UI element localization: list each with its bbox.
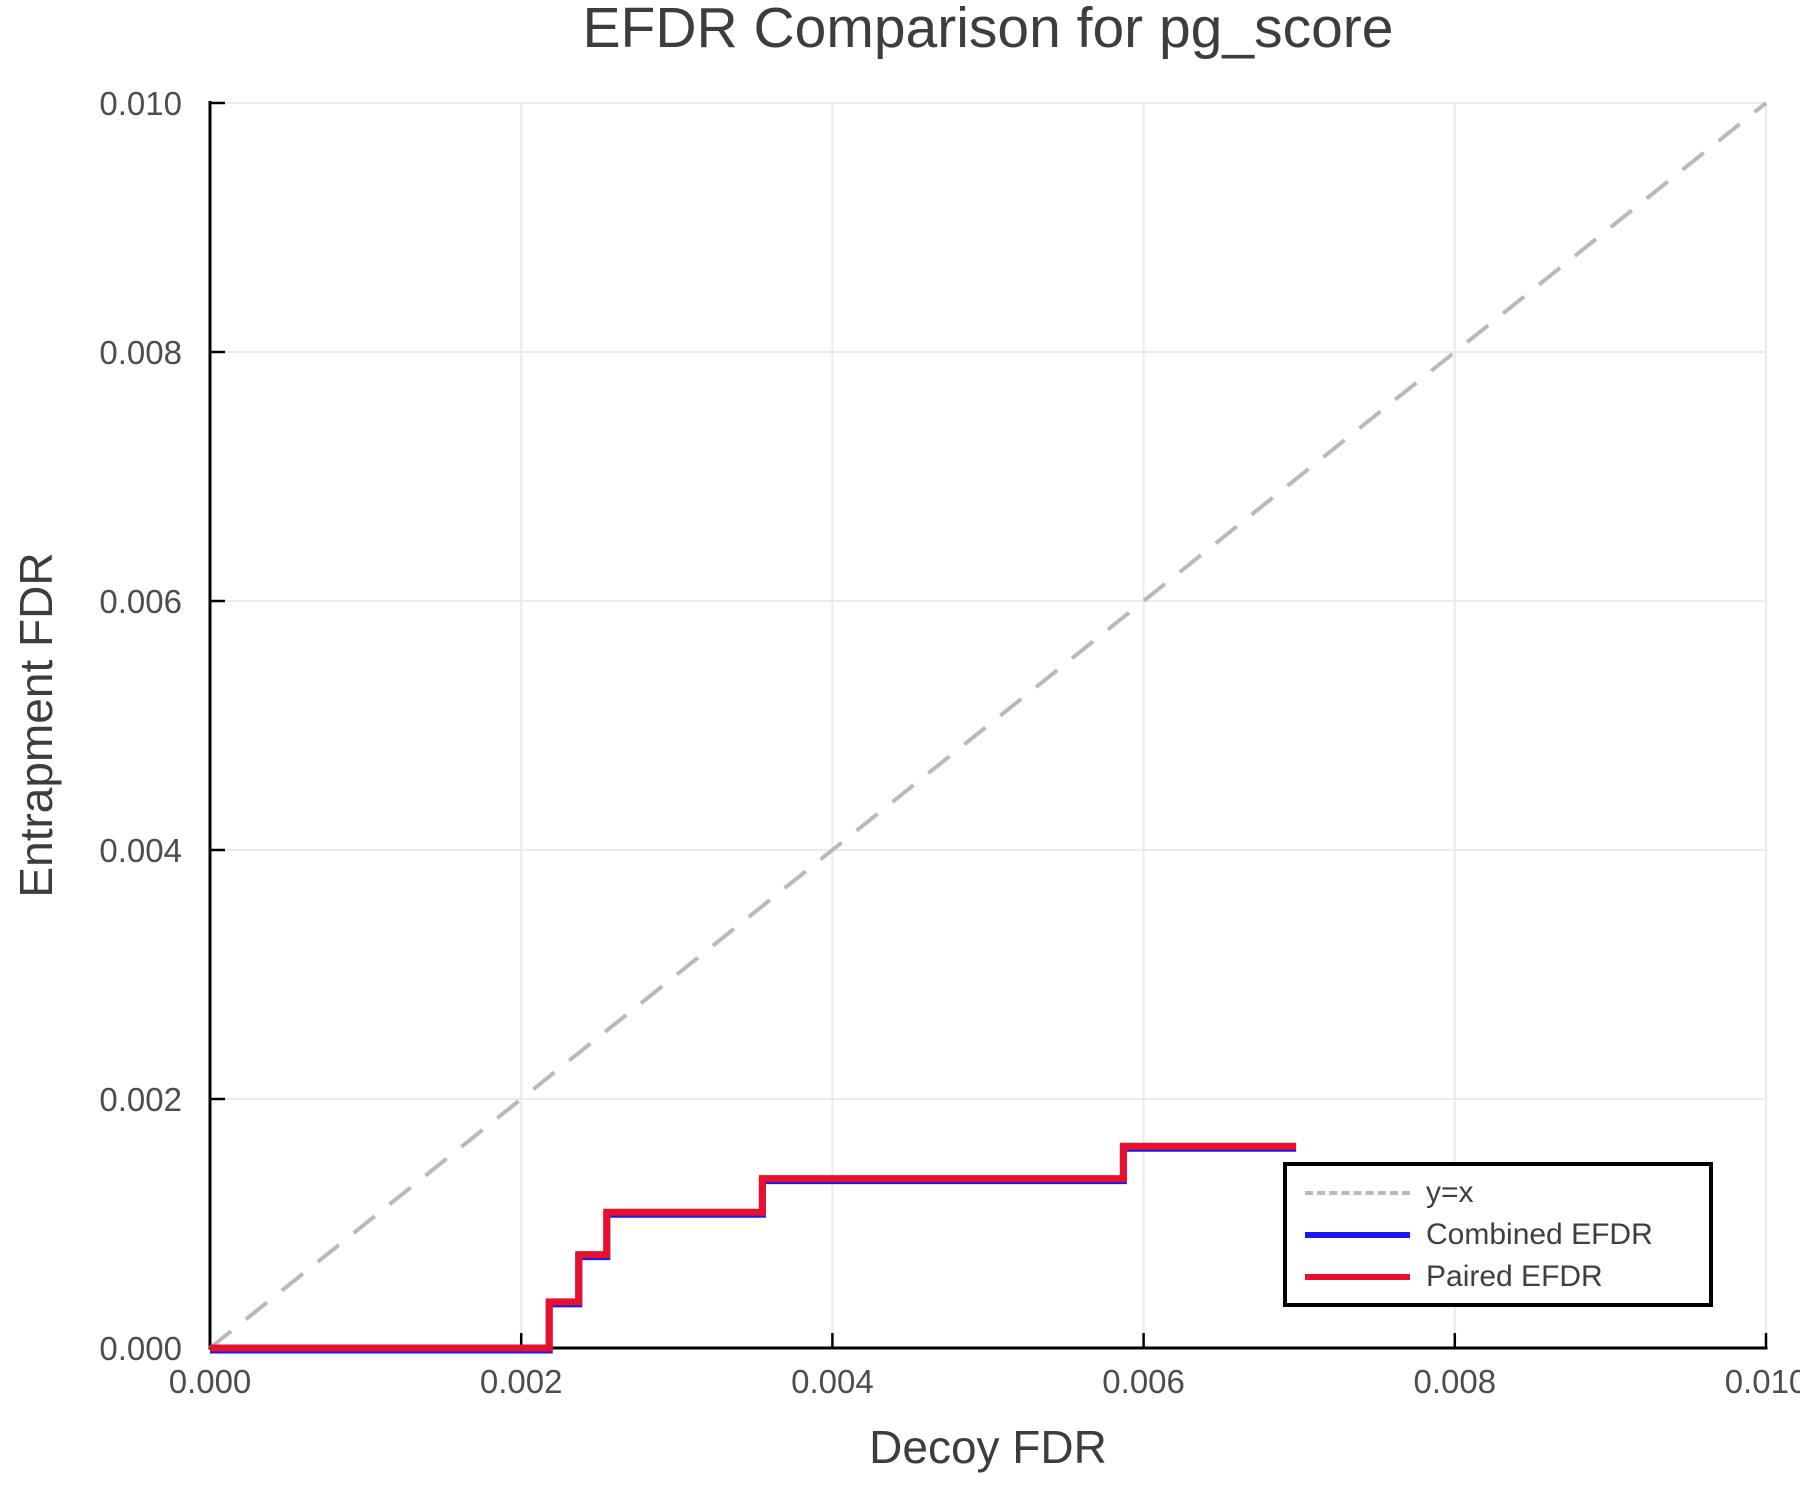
legend-label-yx: y=x: [1426, 1175, 1474, 1209]
y-tick-label: 0.002: [99, 1081, 182, 1118]
legend-item-yx: y=x: [1305, 1174, 1709, 1211]
x-tick-label: 0.010: [1725, 1363, 1800, 1400]
legend-item-paired-efdr: Paired EFDR: [1305, 1258, 1709, 1295]
y-tick-label: 0.006: [99, 583, 182, 620]
y-axis-label: Entrapment FDR: [10, 552, 62, 898]
x-tick-label: 0.006: [1102, 1363, 1185, 1400]
x-tick-label: 0.002: [480, 1363, 563, 1400]
paired-efdr-line: [210, 1142, 1297, 1352]
yx-line-sample: [1305, 1190, 1410, 1195]
combined-efdr-line: [210, 1144, 1297, 1354]
x-axis-label: Decoy FDR: [869, 1421, 1107, 1473]
x-tick-label: 0.000: [169, 1363, 252, 1400]
paired-efdr-line-sample: [1305, 1273, 1410, 1280]
x-tick-label: 0.004: [791, 1363, 874, 1400]
y-tick-label: 0.004: [99, 832, 182, 869]
legend-label-paired-efdr: Paired EFDR: [1426, 1259, 1603, 1293]
combined-efdr-line-sample: [1305, 1231, 1410, 1238]
y-tick-label: 0.010: [99, 85, 182, 122]
legend: y=x Combined EFDR Paired EFDR: [1283, 1162, 1713, 1307]
chart-title: EFDR Comparison for pg_score: [582, 0, 1394, 60]
legend-label-combined-efdr: Combined EFDR: [1426, 1217, 1653, 1251]
y-tick-label: 0.008: [99, 334, 182, 371]
legend-item-combined-efdr: Combined EFDR: [1305, 1216, 1709, 1253]
x-tick-label: 0.008: [1414, 1363, 1497, 1400]
yx-line: [208, 101, 1768, 1350]
y-tick-label: 0.000: [99, 1330, 182, 1367]
